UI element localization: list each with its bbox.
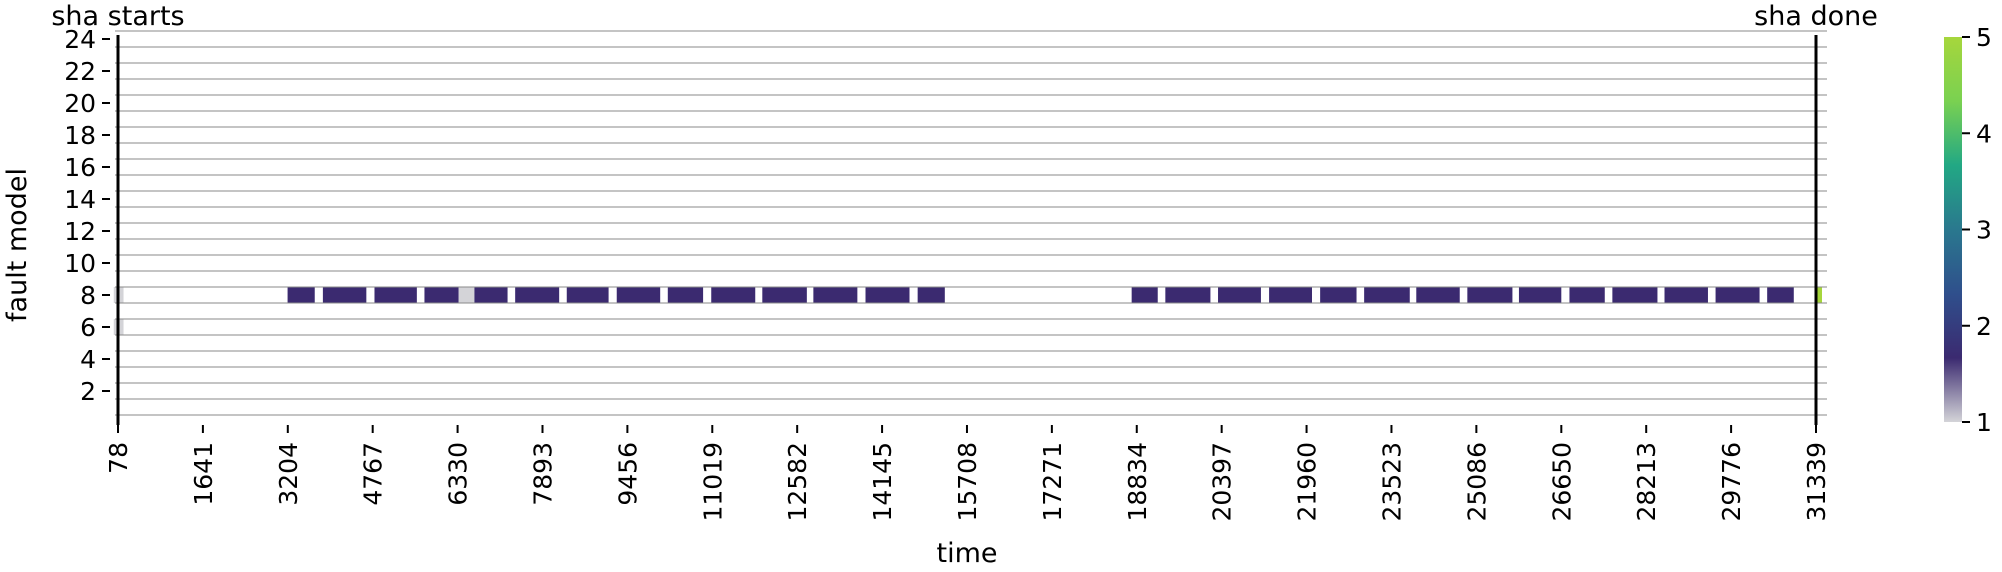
heatmap-cell [1664, 287, 1708, 303]
y-tick-label: 8 [80, 281, 96, 310]
x-tick-label: 12582 [783, 442, 812, 522]
heatmap-cell [1320, 287, 1357, 303]
x-tick-label: 17271 [1038, 442, 1067, 522]
colorbar-tick-label: 4 [1976, 119, 1992, 148]
heatmap-cell [1467, 287, 1513, 303]
y-tick-label: 18 [64, 121, 96, 150]
x-tick-label: 3204 [274, 442, 303, 506]
event-marker-label: sha done [1754, 1, 1878, 32]
y-tick-label: 16 [64, 153, 96, 182]
heatmap-cell [1612, 287, 1658, 303]
heatmap-cell [711, 287, 756, 303]
heatmap-cell [566, 287, 609, 303]
x-tick-label: 15708 [953, 442, 982, 522]
x-tick-label: 11019 [698, 442, 727, 522]
x-tick-label: 14145 [868, 442, 897, 522]
y-tick-label: 12 [64, 217, 96, 246]
x-tick-label: 78 [104, 442, 133, 474]
x-tick-label: 29776 [1717, 442, 1746, 522]
heatmap-cell [813, 287, 858, 303]
x-axis-label: time [936, 538, 997, 569]
heatmap-cell [458, 287, 475, 303]
x-tick-label: 28213 [1632, 442, 1661, 522]
y-tick-label: 14 [64, 185, 96, 214]
heatmap-cell [515, 287, 560, 303]
x-tick-label: 23523 [1377, 442, 1406, 522]
x-tick-label: 1641 [189, 442, 218, 506]
x-tick-label: 31339 [1802, 442, 1831, 522]
x-tick-label: 21960 [1293, 442, 1322, 522]
y-tick-label: 24 [64, 25, 96, 54]
x-tick-label: 9456 [613, 442, 642, 506]
heatmap-cell [287, 287, 315, 303]
heatmap-cell [616, 287, 661, 303]
y-tick-label: 4 [80, 345, 96, 374]
colorbar-tick-label: 1 [1976, 408, 1992, 437]
y-tick-label: 2 [80, 377, 96, 406]
x-tick-label: 7893 [528, 442, 557, 506]
heatmap-cell [1518, 287, 1562, 303]
y-tick-label: 10 [64, 249, 96, 278]
heatmap-cell [1569, 287, 1605, 303]
heatmap-cell [667, 287, 704, 303]
x-tick-label: 20397 [1208, 442, 1237, 522]
colorbar-tick-label: 5 [1976, 23, 1992, 52]
colorbar: 1 2 3 4 5 [1944, 23, 1992, 437]
heatmap-cell [322, 287, 367, 303]
heatmap-cells [113, 287, 1822, 335]
y-tick-label: 20 [64, 89, 96, 118]
colorbar-tick-label: 2 [1976, 312, 1992, 341]
heatmap-cell [1269, 287, 1312, 303]
x-tick-label: 18834 [1123, 442, 1152, 522]
heatmap-cell [1767, 287, 1794, 303]
colorbar-tick-label: 3 [1976, 216, 1992, 245]
heatmap-cell [1364, 287, 1410, 303]
x-tick-label: 4767 [359, 442, 388, 506]
heatmap-cell [374, 287, 417, 303]
heatmap-cell [1165, 287, 1211, 303]
heatmap-cell [1218, 287, 1261, 303]
x-tick-label: 25086 [1462, 442, 1491, 522]
event-markers: sha starts sha done [51, 1, 1878, 425]
heatmap-cell [474, 287, 508, 303]
heatmap-cell [917, 287, 945, 303]
row-grid-lines [115, 30, 1827, 416]
x-tick-label: 26650 [1547, 442, 1576, 522]
y-tick-label: 22 [64, 57, 96, 86]
heatmap-cell [1816, 287, 1822, 303]
heatmap-cell [1131, 287, 1158, 303]
heatmap-cell [1416, 287, 1460, 303]
x-tick-label: 6330 [444, 442, 473, 506]
colorbar-gradient [1944, 37, 1962, 422]
heatmap-cell [424, 287, 459, 303]
heatmap-cell [865, 287, 910, 303]
y-axis-label: fault model [2, 168, 33, 322]
y-tick-label: 6 [80, 313, 96, 342]
heatmap-cell [1715, 287, 1760, 303]
heatmap-cell [762, 287, 807, 303]
event-marker-label: sha starts [51, 1, 184, 32]
